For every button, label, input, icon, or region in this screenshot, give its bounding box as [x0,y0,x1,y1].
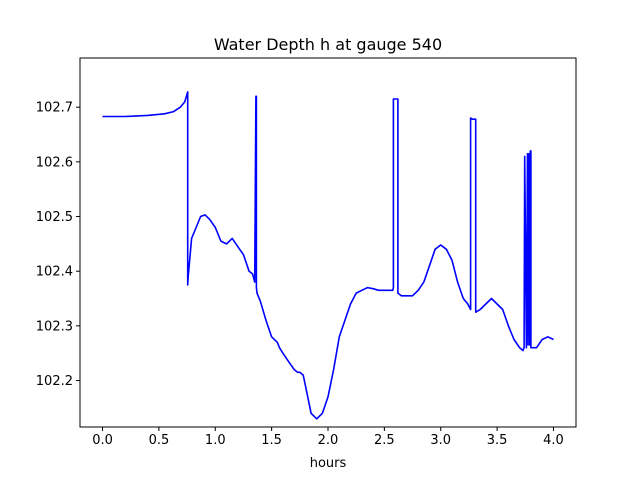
x-tick-label: 3.5 [487,433,508,448]
y-tick-label: 102.6 [36,155,73,170]
y-tick-label: 102.4 [36,265,73,280]
y-tick-label: 102.5 [36,210,73,225]
x-tick-label: 3.0 [430,433,451,448]
x-tick-label: 4.0 [543,433,564,448]
x-tick-label: 1.0 [205,433,226,448]
y-tick-label: 102.7 [36,101,73,116]
x-tick-label: 1.5 [261,433,282,448]
x-tick-label: 2.0 [318,433,339,448]
x-tick-label: 0.0 [92,433,113,448]
chart-title: Water Depth h at gauge 540 [214,35,442,54]
axes-frame [79,57,577,428]
x-tick-label: 0.5 [149,433,170,448]
y-tick-label: 102.3 [36,319,73,334]
plot-area: 0.0 0.5 1.0 1.5 2.0 2.5 3.0 3.5 4.0 102.2 102.3 102… [36,57,577,448]
y-tick-label: 102.2 [36,374,73,389]
x-tick-label: 2.5 [374,433,395,448]
x-axis-label: hours [310,456,347,471]
series-line-0 [102,91,554,420]
